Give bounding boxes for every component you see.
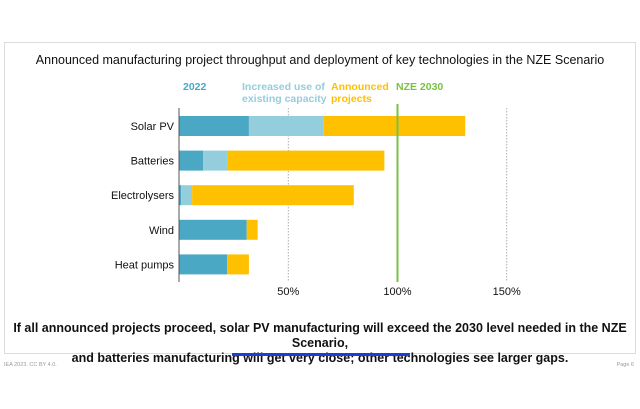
category-label: Heat pumps: [115, 259, 175, 271]
legend-existing-capacity: Increased use of existing capacity: [242, 81, 327, 105]
category-label: Wind: [149, 225, 174, 237]
legend-2022: 2022: [183, 81, 206, 93]
bar-batteries-series-1: [203, 150, 228, 171]
bar-solar-pv-series-2: [323, 116, 466, 136]
bar-solar-pv-series-1: [248, 116, 324, 136]
chart-title: Announced manufacturing project throughp…: [35, 53, 605, 67]
legend-announced: Announced projects: [331, 81, 389, 105]
legend-existing-capacity-line1: Increased use of: [242, 81, 325, 93]
footer-credit: IEA 2023. CC BY 4.0.: [4, 362, 57, 368]
caption: If all announced projects proceed, solar…: [0, 321, 640, 366]
bar-electrolysers-series-2: [192, 185, 354, 206]
legend-nze-2030-label: NZE 2030: [396, 81, 444, 93]
bar-heat-pumps-series-2: [227, 254, 249, 275]
legend-announced-line2: projects: [331, 93, 372, 105]
page-number: Page 6: [616, 362, 634, 368]
caption-line-1: If all announced projects proceed, solar…: [13, 321, 627, 350]
legend-2022-label: 2022: [183, 81, 207, 93]
bar-heat-pumps-series-0: [179, 254, 228, 275]
bar-wind-series-2: [246, 219, 258, 240]
legend-announced-line1: Announced: [331, 81, 389, 93]
category-label: Solar PV: [131, 121, 175, 133]
category-label: Batteries: [131, 156, 175, 168]
x-tick-label: 150%: [493, 286, 521, 298]
bar-electrolysers-series-1: [181, 185, 193, 206]
legend-existing-capacity-line2: existing capacity: [242, 93, 327, 105]
bar-electrolysers-series-0: [179, 185, 182, 206]
bar-wind-series-0: [179, 219, 247, 240]
x-tick-label: 50%: [277, 286, 299, 298]
bar-batteries-series-0: [179, 150, 204, 171]
caption-line-2: and batteries manufacturing will get ver…: [71, 351, 569, 365]
x-tick-label: 100%: [383, 286, 411, 298]
bar-solar-pv-series-0: [179, 116, 249, 136]
bar-batteries-series-2: [227, 150, 385, 171]
category-label: Electrolysers: [111, 190, 174, 202]
legend-nze-2030: NZE 2030: [396, 81, 443, 93]
caption-underline: [232, 353, 410, 356]
